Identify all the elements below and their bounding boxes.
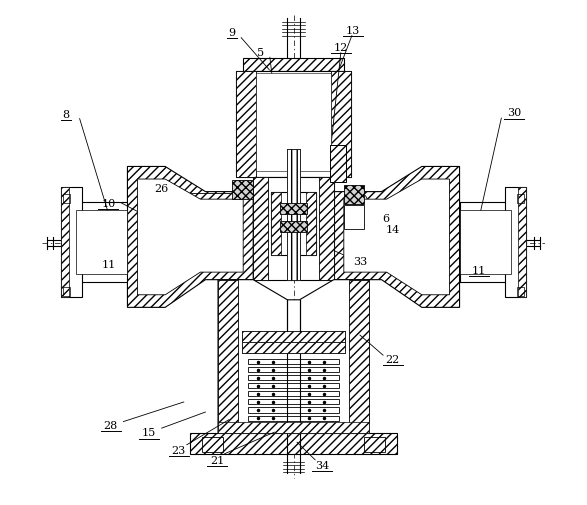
Polygon shape [137,180,243,295]
Text: 22: 22 [386,354,400,364]
Polygon shape [190,433,397,455]
Polygon shape [460,203,520,283]
Polygon shape [218,422,369,433]
Bar [517,288,524,297]
Text: 11: 11 [101,260,116,270]
Text: 11: 11 [471,265,486,275]
Polygon shape [511,203,520,283]
Polygon shape [218,280,238,433]
Bar [330,146,346,182]
Bar [63,194,70,204]
Bar [288,149,299,280]
Polygon shape [235,72,352,177]
Polygon shape [127,167,253,308]
Polygon shape [127,203,143,283]
Bar [232,181,253,200]
Bar [364,437,385,452]
Polygon shape [235,72,256,177]
Polygon shape [67,203,127,283]
Text: 34: 34 [315,460,329,470]
Text: 9: 9 [228,28,235,37]
Bar [281,221,306,232]
Text: 14: 14 [386,224,400,234]
Text: 13: 13 [346,26,360,35]
Text: 6: 6 [383,213,390,223]
Text: 28: 28 [104,420,118,430]
Text: 10: 10 [101,198,116,208]
Bar [202,437,223,452]
Text: 12: 12 [333,42,348,53]
Polygon shape [243,59,344,72]
Text: 15: 15 [142,427,156,437]
Polygon shape [256,74,331,172]
Polygon shape [218,280,369,433]
Polygon shape [518,187,526,298]
Polygon shape [76,210,127,275]
Polygon shape [288,149,299,280]
Bar [281,204,306,215]
Polygon shape [61,187,82,298]
Polygon shape [61,187,69,298]
Polygon shape [253,177,268,280]
Text: 21: 21 [210,455,224,465]
Bar [242,342,345,353]
Bar [116,234,131,264]
Text: 30: 30 [507,108,521,118]
Polygon shape [349,280,369,433]
Polygon shape [306,192,316,255]
Bar [63,288,70,297]
Polygon shape [253,177,334,280]
Text: 5: 5 [257,47,264,58]
Bar [242,331,345,342]
Bar [517,194,524,204]
Text: 8: 8 [62,110,70,119]
Text: 26: 26 [154,183,169,193]
Bar [120,238,128,260]
Polygon shape [319,177,334,280]
Polygon shape [444,203,460,283]
Bar [459,238,467,260]
Bar [456,234,471,264]
Polygon shape [505,187,526,298]
Polygon shape [242,331,345,342]
Polygon shape [271,192,281,255]
Polygon shape [331,72,352,177]
Bar [271,192,316,255]
Bar [344,206,364,230]
Bar [344,186,364,205]
Text: 33: 33 [353,257,367,267]
Polygon shape [334,167,460,308]
Text: 23: 23 [171,445,186,455]
Polygon shape [242,342,345,353]
Polygon shape [460,210,511,275]
Polygon shape [344,180,450,295]
Polygon shape [67,203,76,283]
